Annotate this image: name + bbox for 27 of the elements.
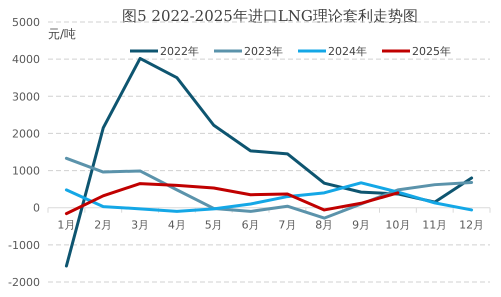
line-series — [64, 182, 400, 216]
y-tick-label: 1000 — [12, 164, 40, 178]
y-tick-label: 2000 — [12, 127, 40, 140]
x-tick-label: 1月 — [57, 218, 76, 232]
x-tick-label: 7月 — [278, 218, 296, 232]
x-tick-label: 9月 — [352, 218, 370, 232]
legend-label: 2022年 — [160, 45, 199, 58]
y-tick-label: -1000 — [8, 238, 40, 252]
x-tick-label: 11月 — [422, 218, 448, 232]
y-tick-label: 4000 — [12, 53, 40, 66]
y-tick-label: 3000 — [12, 90, 40, 104]
y-tick-label: 5000 — [12, 16, 40, 29]
x-tick-label: 2月 — [94, 218, 112, 232]
x-tick-label: 8月 — [315, 218, 334, 232]
x-tick-label: 4月 — [168, 218, 186, 232]
legend-label: 2025年 — [412, 45, 451, 58]
legend-label: 2024年 — [328, 45, 367, 58]
x-tick-label: 10月 — [385, 218, 410, 232]
x-tick-label: 12月 — [459, 218, 484, 232]
y-axis-title: 元/吨 — [48, 27, 76, 41]
x-tick-label: 3月 — [131, 218, 150, 232]
line-series — [64, 181, 474, 213]
x-tick-label: 6月 — [242, 218, 260, 232]
legend-label: 2023年 — [244, 45, 283, 58]
y-tick-label: 0 — [33, 202, 40, 215]
x-tick-label: 5月 — [204, 218, 223, 232]
y-tick-label: -2000 — [8, 276, 40, 289]
